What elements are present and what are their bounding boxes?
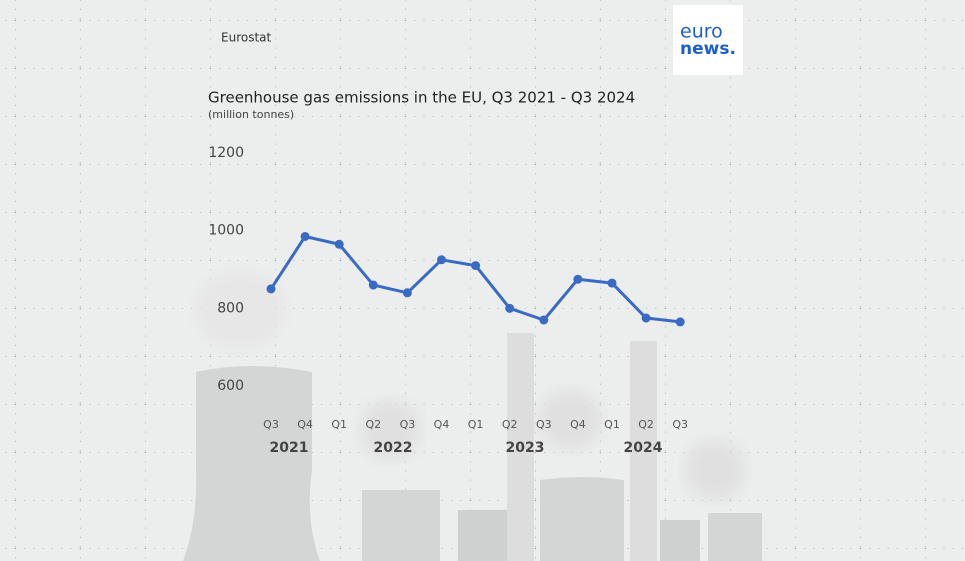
chart-subtitle: (million tonnes) (208, 108, 294, 121)
logo: euro news. (673, 5, 743, 75)
point (573, 274, 583, 284)
y-tick-label: 800 (217, 300, 244, 316)
y-tick-label: 1200 (208, 145, 244, 161)
factory-illustration (183, 270, 762, 561)
x-tick-label: Q2 (502, 418, 518, 431)
x-tick-label: Q1 (604, 418, 620, 431)
point (471, 261, 481, 271)
x-tick-label: Q1 (468, 418, 484, 431)
x-tick-label: Q4 (570, 418, 586, 431)
x-tick-label: Q2 (638, 418, 654, 431)
x-tick-label: Q4 (434, 418, 450, 431)
point (607, 278, 617, 288)
point (505, 303, 515, 313)
year-label: 2024 (624, 440, 663, 456)
point (437, 255, 446, 265)
point (641, 313, 651, 323)
source: Eurostat (221, 31, 272, 45)
logo-text: euro (680, 21, 723, 43)
chart-title: Greenhouse gas emissions in the EU, Q3 2… (208, 89, 635, 107)
year-label: 2023 (506, 440, 545, 456)
x-tick-label: Q1 (331, 418, 347, 431)
point (402, 288, 412, 298)
point (300, 231, 310, 241)
y-tick-label: 1000 (208, 223, 244, 239)
x-tick-label: Q3 (263, 418, 279, 431)
point (334, 239, 344, 249)
year-label: 2022 (374, 440, 413, 456)
point (675, 317, 685, 327)
x-tick-label: Q3 (536, 418, 552, 431)
logo-text: news. (680, 39, 736, 59)
logo-box (673, 5, 743, 75)
y-tick-label: 600 (217, 378, 244, 394)
point (539, 315, 549, 325)
x-tick-label: Q3 (400, 418, 416, 431)
point (266, 284, 276, 294)
x-tick-label: Q4 (297, 418, 313, 431)
x-tick-label: Q2 (365, 418, 381, 431)
x-tick-label: Q3 (672, 418, 688, 431)
point (368, 280, 378, 290)
year-label: 2021 (270, 440, 309, 456)
